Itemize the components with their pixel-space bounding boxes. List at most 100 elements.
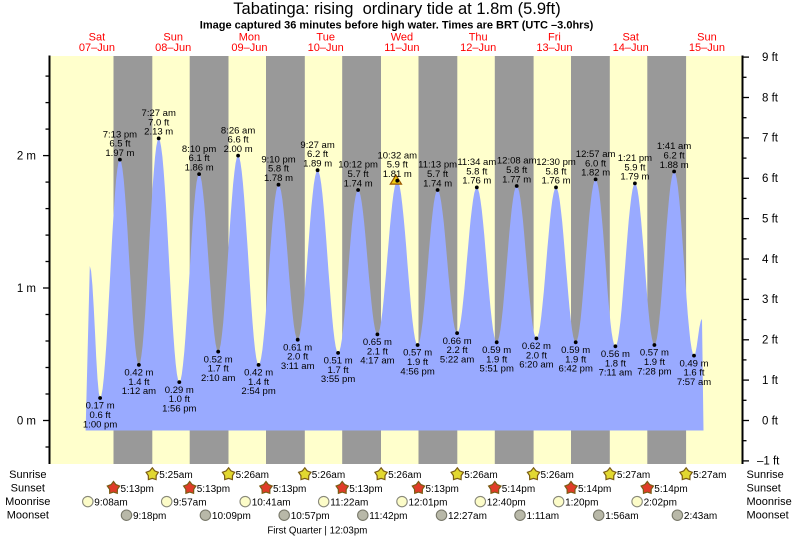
svg-text:5:13pm: 5:13pm [426, 484, 459, 495]
svg-text:6.1 ft: 6.1 ft [189, 153, 210, 164]
svg-text:10:41am: 10:41am [252, 497, 291, 508]
svg-text:Tabatinga: rising ordinary ti: Tabatinga: rising ordinary tide at 1.8m … [233, 0, 560, 18]
svg-text:6.6 ft: 6.6 ft [228, 135, 249, 146]
svg-text:Mon: Mon [239, 31, 260, 43]
svg-text:5:26am: 5:26am [541, 470, 574, 481]
svg-text:1:12 am: 1:12 am [122, 386, 156, 397]
svg-text:2:54 pm: 2:54 pm [241, 386, 275, 397]
svg-text:10–Jun: 10–Jun [308, 42, 344, 54]
svg-text:5:27am: 5:27am [693, 470, 726, 481]
svg-text:Sunset: Sunset [11, 482, 45, 494]
svg-text:3:11 am: 3:11 am [281, 361, 315, 372]
svg-text:10:09pm: 10:09pm [212, 511, 251, 522]
svg-text:1.7 ft: 1.7 ft [208, 364, 229, 375]
svg-text:9 ft: 9 ft [762, 52, 779, 64]
svg-text:7:13 pm: 7:13 pm [103, 129, 137, 140]
svg-text:1.9 ft: 1.9 ft [486, 354, 507, 365]
svg-text:2 m: 2 m [17, 150, 36, 162]
svg-text:5.7 ft: 5.7 ft [348, 169, 369, 180]
svg-text:Sunrise: Sunrise [747, 469, 784, 481]
svg-text:5:26am: 5:26am [312, 470, 345, 481]
svg-text:1.74 m: 1.74 m [423, 178, 452, 189]
svg-text:5 ft: 5 ft [762, 213, 779, 225]
svg-text:5.9 ft: 5.9 ft [387, 160, 408, 171]
svg-text:15–Jun: 15–Jun [689, 42, 725, 54]
svg-text:2.2 ft: 2.2 ft [447, 345, 468, 356]
svg-text:1.7 ft: 1.7 ft [328, 365, 349, 376]
svg-text:–1 ft: –1 ft [757, 456, 780, 468]
svg-text:13–Jun: 13–Jun [536, 42, 572, 54]
svg-text:12:57 am: 12:57 am [576, 149, 616, 160]
svg-text:5:14pm: 5:14pm [502, 484, 535, 495]
svg-text:9:57am: 9:57am [173, 497, 206, 508]
svg-text:Sun: Sun [163, 31, 183, 43]
svg-text:2.0 ft: 2.0 ft [526, 350, 547, 361]
svg-text:0.49 m: 0.49 m [679, 358, 708, 369]
svg-text:2:43am: 2:43am [684, 511, 717, 522]
svg-text:Moonset: Moonset [747, 510, 789, 522]
svg-text:7 ft: 7 ft [762, 133, 779, 145]
svg-text:6:42 pm: 6:42 pm [559, 364, 593, 375]
svg-text:5.8 ft: 5.8 ft [268, 164, 289, 175]
svg-text:Sat: Sat [89, 31, 106, 43]
svg-text:Sunset: Sunset [747, 482, 781, 494]
svg-text:1.9 ft: 1.9 ft [644, 357, 665, 368]
svg-text:0 m: 0 m [17, 415, 36, 427]
svg-text:Moonset: Moonset [7, 510, 49, 522]
svg-text:Sunrise: Sunrise [9, 469, 46, 481]
svg-text:1.4 ft: 1.4 ft [128, 377, 149, 388]
svg-text:First Quarter | 12:03pm: First Quarter | 12:03pm [267, 525, 367, 536]
svg-text:5:25am: 5:25am [159, 470, 192, 481]
svg-text:2.13 m: 2.13 m [144, 127, 173, 138]
svg-text:7:57 am: 7:57 am [677, 377, 711, 388]
svg-text:Thu: Thu [469, 31, 488, 43]
svg-text:1.79 m: 1.79 m [620, 172, 649, 183]
svg-text:5:51 pm: 5:51 pm [480, 364, 514, 375]
svg-text:1.76 m: 1.76 m [462, 176, 491, 187]
svg-text:1.6 ft: 1.6 ft [683, 368, 704, 379]
svg-text:1.76 m: 1.76 m [541, 176, 570, 187]
svg-text:2 ft: 2 ft [762, 335, 779, 347]
svg-text:6.2 ft: 6.2 ft [664, 151, 685, 162]
svg-text:3:55 pm: 3:55 pm [321, 374, 355, 385]
svg-text:2.1 ft: 2.1 ft [367, 346, 388, 357]
svg-text:1.97 m: 1.97 m [105, 148, 134, 159]
svg-text:0.51 m: 0.51 m [324, 356, 353, 367]
svg-text:5:13pm: 5:13pm [273, 484, 306, 495]
svg-text:0.6 ft: 0.6 ft [90, 410, 111, 421]
svg-text:1:21 pm: 1:21 pm [618, 153, 652, 164]
svg-text:1.78 m: 1.78 m [264, 173, 293, 184]
svg-text:10:12 pm: 10:12 pm [338, 160, 378, 171]
svg-text:2.00 m: 2.00 m [224, 144, 253, 155]
svg-text:0.66 m: 0.66 m [443, 336, 472, 347]
svg-text:0.56 m: 0.56 m [601, 349, 630, 360]
svg-text:5:14pm: 5:14pm [578, 484, 611, 495]
svg-text:12:40pm: 12:40pm [487, 497, 526, 508]
svg-text:Moonrise: Moonrise [747, 496, 792, 508]
svg-text:11:42pm: 11:42pm [369, 511, 407, 522]
svg-text:6.2 ft: 6.2 ft [307, 149, 328, 160]
svg-text:0 ft: 0 ft [762, 415, 779, 427]
svg-text:0.57 m: 0.57 m [640, 348, 669, 359]
svg-text:11–Jun: 11–Jun [384, 42, 419, 54]
svg-text:1:20pm: 1:20pm [565, 497, 598, 508]
svg-text:Moonrise: Moonrise [5, 496, 50, 508]
svg-text:6 ft: 6 ft [762, 173, 779, 185]
svg-text:Image captured 36 minutes befo: Image captured 36 minutes before high wa… [200, 20, 594, 32]
svg-text:12:30 pm: 12:30 pm [536, 157, 576, 168]
svg-text:4:56 pm: 4:56 pm [400, 366, 434, 377]
svg-text:0.17 m: 0.17 m [86, 401, 115, 412]
svg-text:12–Jun: 12–Jun [460, 42, 496, 54]
svg-text:1.74 m: 1.74 m [344, 178, 373, 189]
svg-text:12:27am: 12:27am [448, 511, 487, 522]
svg-text:12:08 am: 12:08 am [497, 156, 537, 167]
svg-text:6:20 am: 6:20 am [519, 360, 553, 371]
svg-text:1 ft: 1 ft [762, 375, 779, 387]
svg-text:1.9 ft: 1.9 ft [565, 354, 586, 365]
svg-text:0.59 m: 0.59 m [482, 345, 511, 356]
svg-text:1.77 m: 1.77 m [502, 174, 531, 185]
svg-text:08–Jun: 08–Jun [155, 42, 191, 54]
svg-text:4:17 am: 4:17 am [360, 356, 394, 367]
svg-text:1.86 m: 1.86 m [185, 162, 214, 173]
svg-text:7:11 am: 7:11 am [599, 368, 633, 379]
